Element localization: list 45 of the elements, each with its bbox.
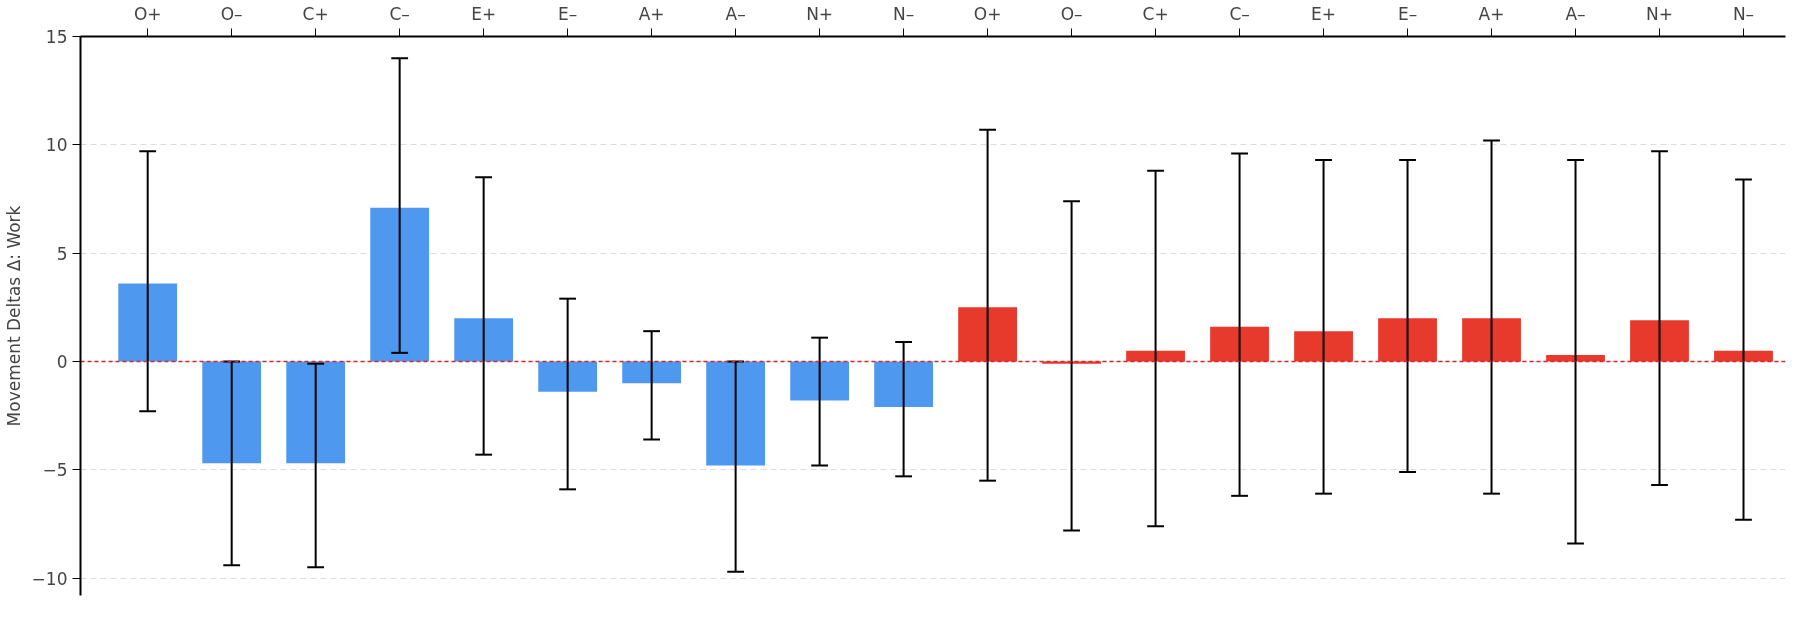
x-tick-label: A– [1565, 3, 1586, 24]
x-tick-label: O– [1060, 3, 1083, 24]
bar [1630, 320, 1689, 362]
x-tick-label: N– [893, 3, 915, 24]
bar [790, 361, 850, 401]
x-tick-label: O+ [133, 3, 162, 24]
bar [874, 361, 933, 407]
bar [118, 283, 178, 362]
x-tick-label: N+ [1646, 3, 1673, 24]
y-axis-title: Movement Deltas Δ: Work [3, 205, 24, 427]
bar [202, 361, 262, 464]
y-tick-label: 5 [56, 243, 68, 264]
x-tick-label: N+ [806, 3, 834, 24]
bar [1210, 326, 1269, 362]
bar [1378, 318, 1437, 362]
y-tick-label: 10 [45, 135, 68, 156]
bar [1462, 318, 1521, 362]
y-tick-label: −5 [42, 460, 68, 481]
bar [454, 318, 514, 362]
x-tick-label: C– [1229, 3, 1250, 24]
x-tick-label: C+ [1142, 3, 1169, 24]
bar [538, 361, 598, 392]
bar [706, 361, 766, 466]
x-tick-label: A+ [1478, 3, 1505, 24]
x-tick-label: C+ [302, 3, 329, 24]
bar [286, 361, 346, 464]
x-tick-label: C– [389, 3, 410, 24]
x-tick-label: A– [725, 3, 746, 24]
bar [1126, 350, 1185, 362]
y-tick-label: 15 [45, 27, 68, 47]
y-tick-label: 0 [56, 352, 68, 372]
bar [1294, 331, 1353, 362]
bar [958, 307, 1017, 362]
x-tick-label: O– [220, 3, 243, 24]
x-tick-label: N– [1732, 3, 1755, 24]
x-tick-label: A+ [638, 3, 665, 24]
x-tick-label: E– [1397, 3, 1418, 24]
y-tick-label: −10 [31, 568, 68, 589]
bar [370, 207, 430, 362]
bar [622, 361, 682, 384]
x-tick-label: E+ [471, 3, 497, 24]
x-tick-label: E– [558, 3, 578, 24]
bar [1714, 350, 1773, 362]
x-tick-label: O+ [973, 3, 1002, 24]
x-tick-label: E+ [1311, 3, 1337, 24]
